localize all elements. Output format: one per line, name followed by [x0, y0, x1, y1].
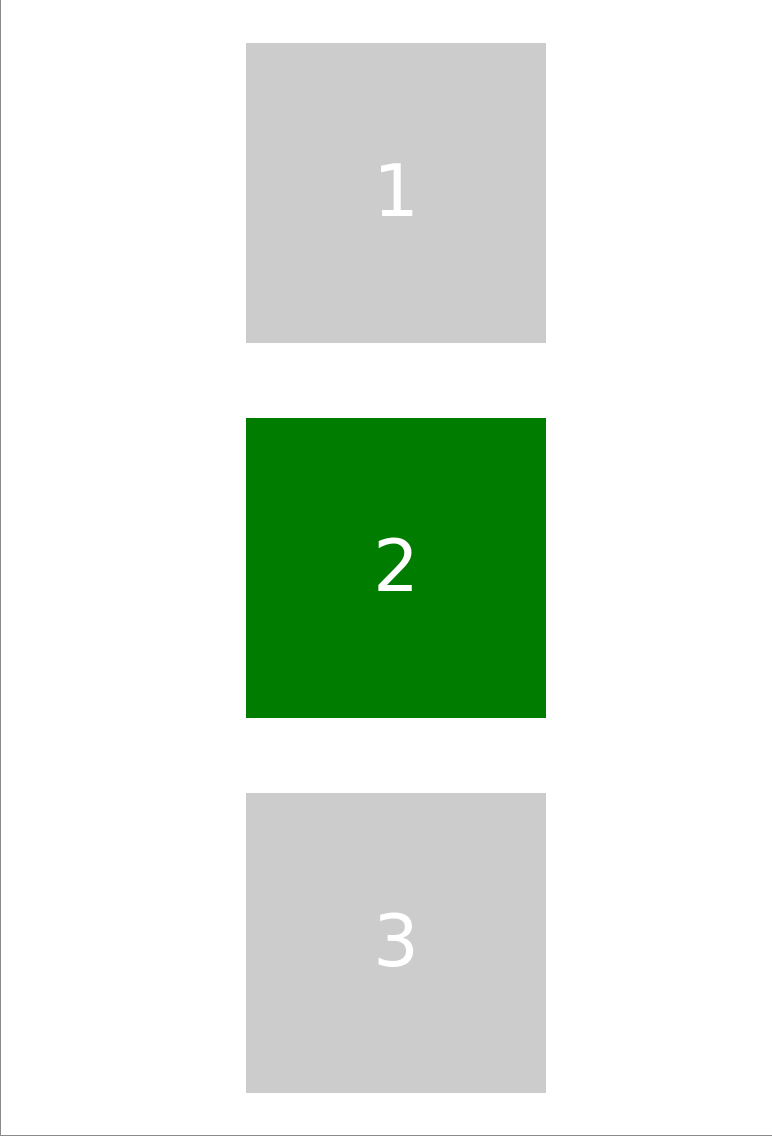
- tile-3[interactable]: 3: [246, 793, 546, 1093]
- tile-1[interactable]: 1: [246, 43, 546, 343]
- tile-3-label: 3: [373, 899, 419, 983]
- tile-2-label: 2: [373, 524, 419, 608]
- tile-2-selected[interactable]: 2: [246, 418, 546, 718]
- tile-1-label: 1: [373, 149, 419, 233]
